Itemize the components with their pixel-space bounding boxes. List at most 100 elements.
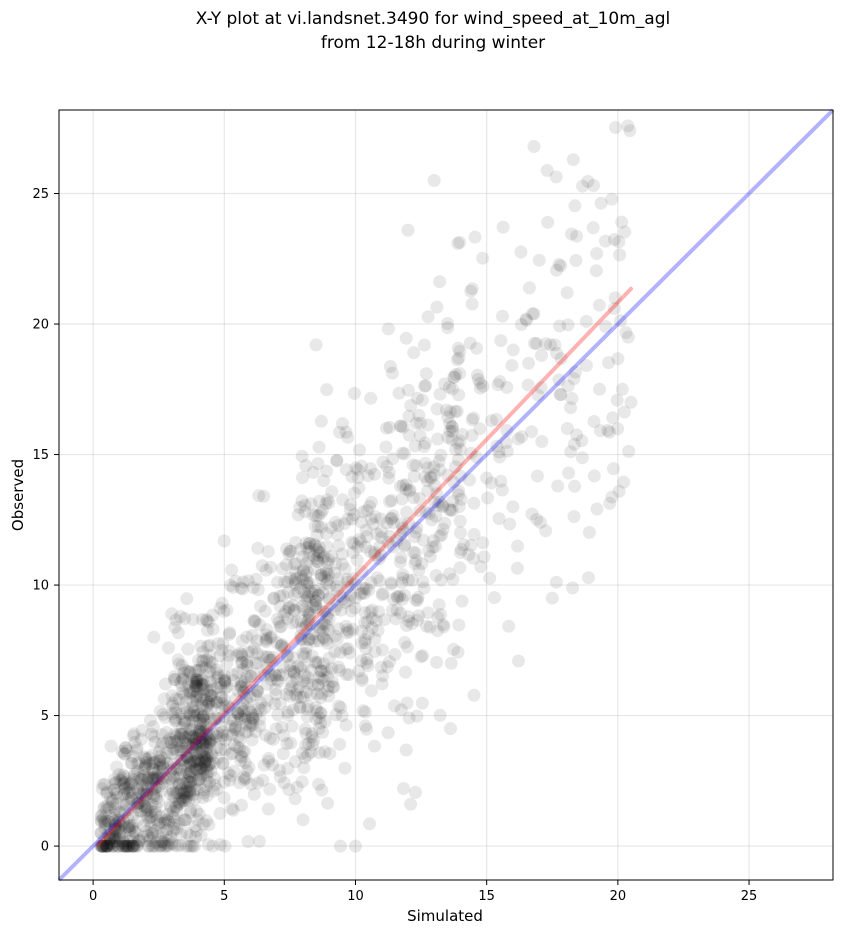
data-point: [447, 370, 461, 384]
data-point: [222, 649, 236, 662]
data-point: [297, 761, 311, 775]
data-point: [183, 685, 197, 699]
data-point: [224, 769, 238, 782]
data-point: [106, 793, 119, 807]
data-point: [400, 696, 414, 710]
data-point: [554, 259, 568, 273]
data-point: [197, 693, 211, 707]
data-point: [130, 839, 144, 853]
data-point: [416, 575, 430, 589]
data-point: [136, 792, 150, 806]
data-point: [260, 677, 274, 691]
data-point: [197, 783, 211, 797]
data-point: [445, 503, 459, 517]
data-point: [234, 749, 248, 763]
regression-fit-line: [96, 286, 633, 847]
data-point: [401, 573, 415, 587]
data-point: [293, 700, 307, 714]
data-point: [464, 446, 478, 460]
data-point: [225, 563, 239, 577]
data-point: [411, 590, 425, 604]
data-point: [121, 835, 135, 848]
data-point: [188, 762, 202, 776]
data-point: [601, 423, 615, 437]
data-point: [341, 623, 354, 637]
data-point: [314, 506, 328, 520]
data-point: [94, 810, 108, 823]
data-point: [267, 592, 280, 606]
data-point: [370, 571, 384, 585]
data-point: [462, 548, 476, 561]
data-point: [142, 839, 156, 853]
data-point: [100, 839, 114, 853]
data-point: [218, 743, 232, 756]
data-point: [178, 731, 192, 745]
data-point: [299, 641, 313, 655]
data-point: [568, 199, 582, 213]
data-point: [417, 440, 431, 453]
data-point: [203, 660, 217, 674]
data-point: [496, 220, 510, 234]
data-point: [282, 600, 296, 614]
data-point: [608, 233, 621, 246]
data-point: [407, 346, 421, 360]
data-point: [200, 684, 214, 698]
data-point: [196, 718, 210, 732]
data-point: [173, 731, 187, 745]
data-point: [238, 675, 252, 689]
data-point: [320, 464, 334, 478]
data-point: [132, 796, 146, 810]
data-point: [179, 695, 193, 709]
data-point: [186, 730, 200, 744]
data-point: [378, 613, 391, 627]
data-point: [336, 591, 350, 605]
data-point: [117, 776, 131, 790]
data-point: [168, 672, 182, 686]
data-point: [612, 484, 626, 498]
data-point: [467, 528, 481, 541]
data-point: [132, 796, 146, 810]
data-point: [190, 688, 204, 702]
data-point: [187, 719, 201, 733]
data-point: [393, 589, 407, 603]
data-point: [412, 563, 426, 577]
data-point: [143, 833, 156, 847]
data-point: [187, 675, 201, 689]
data-point: [235, 655, 249, 669]
data-point: [175, 753, 189, 767]
data-point: [144, 831, 158, 845]
data-point: [297, 674, 311, 688]
data-point: [159, 814, 172, 827]
data-point: [330, 454, 344, 468]
data-point: [299, 459, 313, 473]
data-point: [407, 545, 420, 559]
data-point: [241, 835, 255, 848]
data-point: [606, 411, 620, 425]
data-point: [410, 391, 424, 405]
data-point: [380, 516, 394, 530]
data-point: [200, 768, 214, 782]
data-point: [382, 471, 396, 485]
data-point: [413, 491, 427, 505]
data-point: [220, 656, 234, 670]
data-point: [108, 777, 122, 791]
data-point: [270, 673, 284, 687]
data-point: [157, 752, 171, 766]
data-point: [496, 309, 509, 323]
data-point: [562, 466, 576, 480]
data-point: [189, 738, 203, 752]
data-point: [169, 729, 183, 743]
data-point: [217, 775, 231, 789]
data-point: [592, 298, 606, 312]
data-point: [195, 660, 209, 674]
data-point: [313, 546, 327, 560]
data-point: [217, 534, 231, 548]
data-point: [409, 593, 423, 607]
data-point: [108, 818, 122, 832]
data-point: [164, 787, 178, 801]
data-point: [287, 667, 301, 681]
data-point: [309, 712, 323, 726]
trend-lines: [57, 108, 835, 882]
data-point: [288, 573, 302, 587]
data-point: [463, 473, 476, 487]
